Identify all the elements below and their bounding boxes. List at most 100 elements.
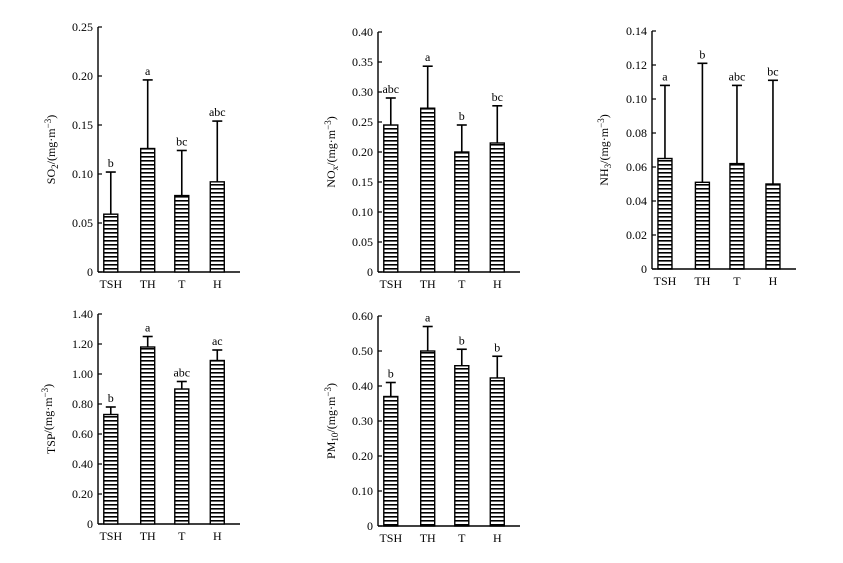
- y-tick-label: 0.10: [352, 484, 373, 498]
- significance-label: a: [662, 69, 668, 83]
- bar-tsh: [103, 213, 119, 273]
- x-tick-label: TSH: [99, 529, 122, 543]
- y-axis-title: NOx/(mg·m−3): [323, 116, 340, 187]
- x-tick-label: T: [458, 277, 466, 291]
- y-tick-label: 0.05: [352, 235, 373, 249]
- y-tick-label: 0: [367, 519, 373, 533]
- y-tick-label: 0.15: [72, 118, 93, 132]
- y-tick-label: 0.14: [626, 24, 647, 38]
- y-axis-title-rest: /(mg·m: [597, 127, 611, 164]
- y-tick-label: 0.50: [352, 344, 373, 358]
- y-tick-label: 0.20: [72, 69, 93, 83]
- x-tick-label: T: [178, 529, 186, 543]
- bar-h: [489, 377, 505, 527]
- x-tick-label: H: [769, 274, 778, 288]
- y-axis-title-main: NO: [324, 170, 338, 188]
- x-tick-label: TH: [140, 277, 156, 291]
- y-axis-title-rest: /(mg·m: [324, 129, 338, 166]
- y-tick-label: 0.15: [352, 175, 373, 189]
- y-tick-label: 0.02: [626, 228, 647, 242]
- y-tick-label: 0.25: [72, 20, 93, 34]
- x-tick-label: TSH: [654, 274, 677, 288]
- x-tick-label: T: [733, 274, 741, 288]
- bar-th: [694, 181, 711, 270]
- significance-label: abc: [173, 366, 190, 380]
- bar-th: [139, 147, 156, 273]
- y-tick-label: 1.40: [72, 307, 93, 321]
- y-axis-title-main: NH: [597, 168, 611, 186]
- chart-panel-3: 00.020.040.060.080.100.120.14aTSHbTHabcT…: [596, 24, 796, 288]
- significance-label: bc: [176, 134, 187, 148]
- x-tick-label: TSH: [379, 277, 402, 291]
- y-tick-label: 0: [641, 262, 647, 276]
- y-tick-label: 0.10: [352, 205, 373, 219]
- bar-h: [489, 142, 505, 273]
- y-axis-title-sub: x: [330, 165, 340, 170]
- y-tick-label: 0.12: [626, 58, 647, 72]
- y-tick-label: 0.10: [72, 167, 93, 181]
- x-tick-label: TSH: [379, 531, 402, 545]
- y-tick-label: 0.20: [72, 487, 93, 501]
- y-tick-label: 0.40: [352, 379, 373, 393]
- y-tick-label: 0.80: [72, 397, 93, 411]
- significance-label: abc: [382, 82, 399, 96]
- significance-label: a: [425, 50, 431, 64]
- y-tick-label: 0: [367, 265, 373, 279]
- y-tick-label: 0.08: [626, 126, 647, 140]
- significance-label: b: [108, 156, 114, 170]
- y-axis-title: NH3/(mg·m−3): [596, 114, 613, 185]
- y-axis-title: PM10/(mg·m−3): [323, 383, 340, 459]
- y-axis-title-sub: 10: [330, 432, 340, 442]
- bar-t: [174, 388, 190, 525]
- y-axis-title-rest: /(mg·m: [44, 128, 58, 165]
- y-axis-title-end: ): [41, 384, 55, 388]
- bar-h: [209, 181, 225, 273]
- significance-label: a: [145, 64, 151, 78]
- y-tick-label: 0.20: [352, 145, 373, 159]
- significance-label: bc: [492, 90, 503, 104]
- y-axis-title-end: ): [44, 115, 58, 119]
- y-axis-title: TSP/(mg·m−3): [40, 384, 58, 454]
- y-tick-label: 0.40: [72, 457, 93, 471]
- x-tick-label: TSH: [99, 277, 122, 291]
- y-axis-title-end: ): [324, 116, 338, 120]
- y-tick-label: 0.04: [626, 194, 647, 208]
- y-axis-title-main: PM: [324, 441, 338, 459]
- bar-th: [139, 346, 156, 525]
- y-axis-title-rest: /(mg·m: [324, 396, 338, 433]
- y-axis-title-sup: −3: [323, 120, 333, 130]
- y-tick-label: 0.20: [352, 449, 373, 463]
- y-tick-label: 0.10: [626, 92, 647, 106]
- x-tick-label: TH: [140, 529, 156, 543]
- chart-panel-4: 00.200.400.600.801.001.201.40bTSHaTHabcT…: [40, 307, 240, 543]
- bar-tsh: [383, 395, 399, 527]
- y-axis-title: SO2/(mg·m−3): [43, 115, 60, 184]
- x-tick-label: H: [213, 277, 222, 291]
- significance-label: b: [108, 391, 114, 405]
- bar-h: [765, 183, 781, 270]
- y-tick-label: 0: [87, 517, 93, 531]
- significance-label: b: [459, 109, 465, 123]
- y-tick-label: 0.60: [352, 309, 373, 323]
- x-tick-label: H: [493, 531, 502, 545]
- y-tick-label: 0.40: [352, 25, 373, 39]
- significance-label: abc: [729, 69, 746, 83]
- significance-label: a: [145, 321, 151, 335]
- bar-tsh: [383, 124, 399, 273]
- x-tick-label: T: [178, 277, 186, 291]
- bar-h: [209, 359, 225, 525]
- y-axis-title-sup: −3: [43, 118, 53, 128]
- bar-t: [454, 365, 470, 527]
- significance-label: b: [699, 47, 705, 61]
- x-tick-label: TH: [420, 277, 436, 291]
- x-tick-label: H: [213, 529, 222, 543]
- y-tick-label: 0.30: [352, 85, 373, 99]
- y-tick-label: 0: [87, 265, 93, 279]
- y-tick-label: 0.30: [352, 414, 373, 428]
- x-tick-label: TH: [694, 274, 710, 288]
- x-tick-label: TH: [420, 531, 436, 545]
- chart-panel-2: 00.050.100.150.200.250.300.350.40abcTSHa…: [323, 25, 520, 291]
- bar-t: [729, 162, 745, 270]
- significance-label: abc: [209, 105, 226, 119]
